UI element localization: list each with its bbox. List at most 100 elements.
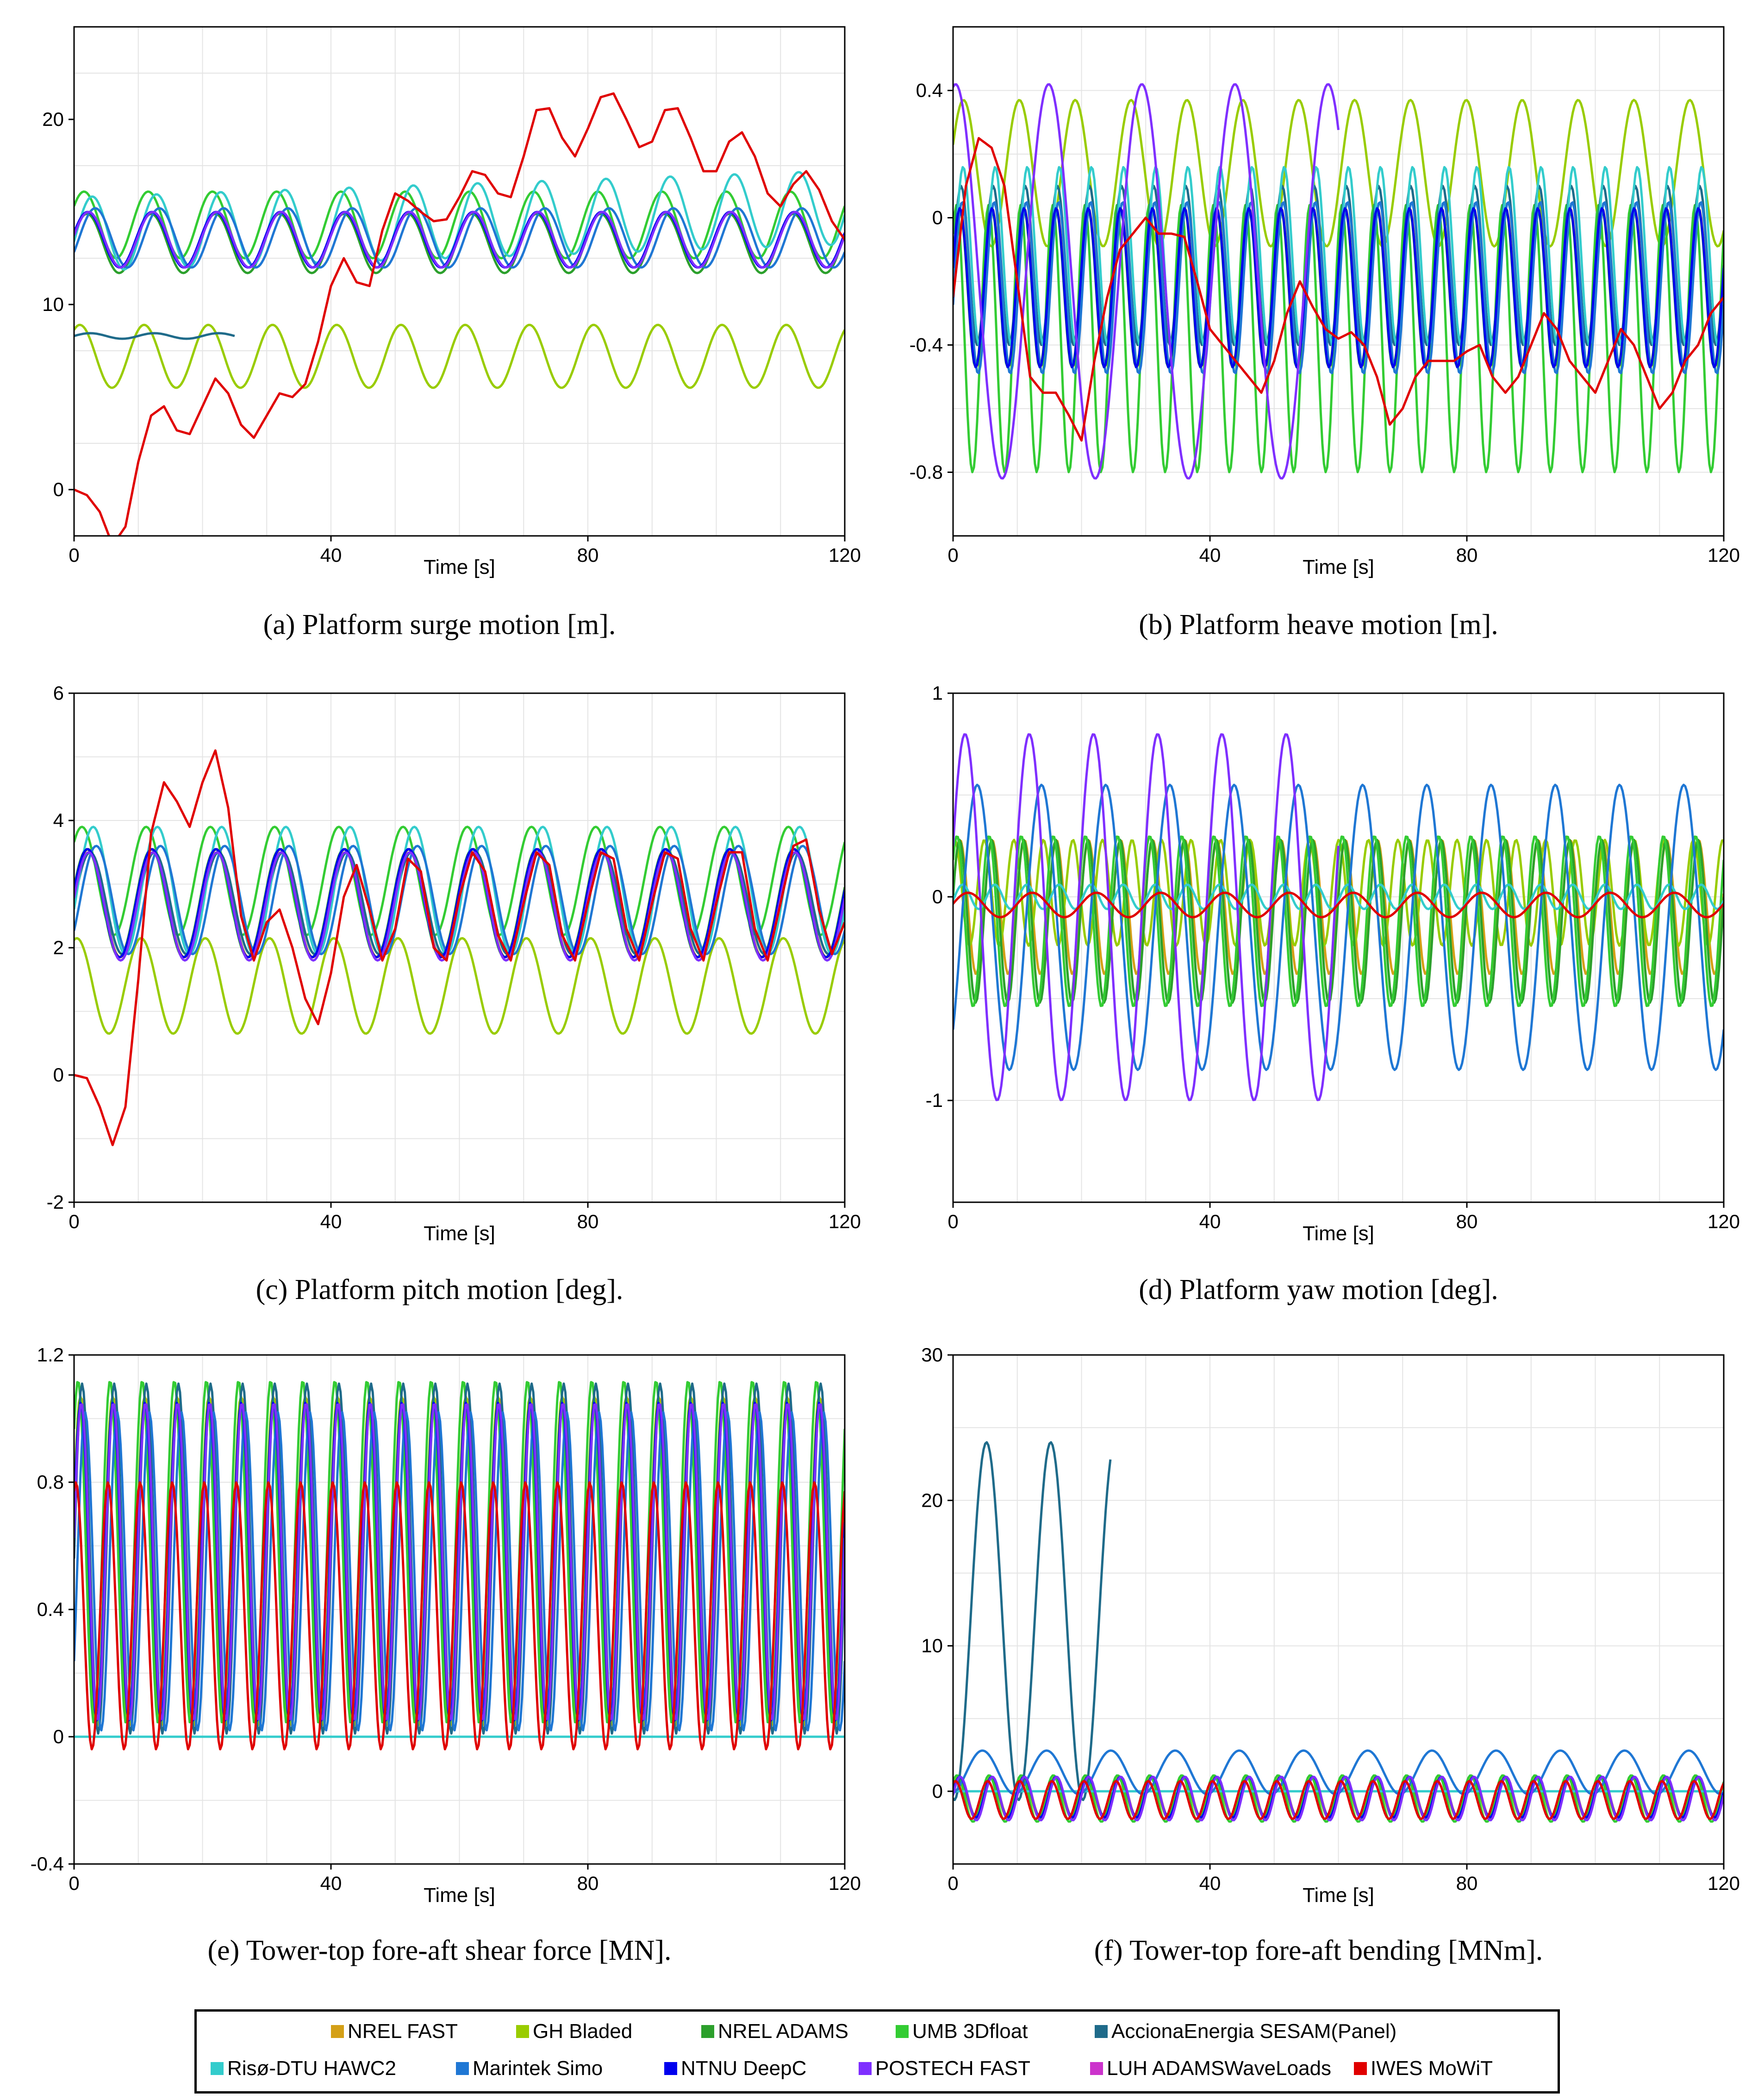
series-group <box>953 1441 1724 1823</box>
plot-frame <box>952 692 1725 1203</box>
plot-frame <box>73 26 846 537</box>
series-line <box>74 937 845 1035</box>
x-tick-label: 120 <box>829 544 861 566</box>
series-line <box>74 332 235 340</box>
series-line <box>74 826 845 936</box>
series-line <box>953 137 1724 442</box>
panel-shear: 0 40 80 120 -0.4 0 0.4 0.8 1.2 Time [s] <box>0 1328 879 1985</box>
series-line <box>953 99 1724 248</box>
x-tick-label: 80 <box>1456 544 1478 566</box>
series-line <box>74 211 845 269</box>
panel-yaw: 0 40 80 120 -1 0 1 Time [s] <box>879 666 1758 1323</box>
y-tick-label: 6 <box>53 682 64 704</box>
series-line <box>74 92 845 536</box>
x-tick-label: 40 <box>320 1211 342 1232</box>
y-tick-label: 0.8 <box>37 1471 64 1493</box>
chart-svg: 0 40 80 120 0 10 20 30 Time [s] <box>921 1344 1740 1907</box>
series-line <box>953 1776 1724 1821</box>
legend-label: UMB 3Dfloat <box>912 2020 1028 2043</box>
y-tick-label: 1.2 <box>37 1344 64 1366</box>
x-tick-label: 120 <box>1708 1211 1740 1232</box>
x-tick-label: 80 <box>577 544 599 566</box>
panel-bending: 0 40 80 120 0 10 20 30 Time [s] <box>879 1328 1758 1985</box>
legend-label: POSTECH FAST <box>875 2057 1030 2080</box>
series-line <box>74 323 845 389</box>
series-line <box>953 883 1724 910</box>
gridlines <box>74 27 845 536</box>
y-tick-label: 1 <box>932 682 943 704</box>
x-tick-label: 40 <box>1199 1211 1221 1232</box>
legend-label: NREL ADAMS <box>718 2020 849 2043</box>
x-tick-label: 120 <box>829 1872 861 1894</box>
legend-item: AccionaEnergia SESAM(Panel) <box>1095 2020 1396 2043</box>
series-line <box>74 1403 845 1721</box>
plot-frame <box>952 1354 1725 1865</box>
y-tick-label: -2 <box>47 1191 64 1213</box>
legend-item: GH Bladed <box>516 2020 632 2043</box>
legend-item: UMB 3Dfloat <box>896 2020 1028 2043</box>
y-tick-label: 0.4 <box>916 80 943 101</box>
x-tick-label: 80 <box>1456 1872 1478 1894</box>
series-line <box>74 848 845 958</box>
series-group <box>953 83 1724 480</box>
x-axis-label: Time [s] <box>1303 1222 1374 1245</box>
x-tick-label: 0 <box>948 1872 958 1894</box>
series-line <box>74 190 845 260</box>
x-tick-label: 80 <box>577 1872 599 1894</box>
y-tick-label: 4 <box>53 809 64 831</box>
legend-item: NTNU DeepC <box>664 2057 806 2080</box>
x-tick-label: 0 <box>69 1872 79 1894</box>
y-tick-label: 20 <box>42 108 64 130</box>
series-line <box>74 1381 845 1724</box>
legend-item: NREL FAST <box>331 2020 458 2043</box>
y-tick-label: 0 <box>932 886 943 907</box>
caption-bending: (f) Tower-top fore-aft bending [MNm]. <box>1094 1935 1543 1966</box>
series-line <box>74 207 845 269</box>
series-line <box>953 201 1724 374</box>
series-line <box>74 1481 845 1751</box>
y-tick-label: 20 <box>921 1489 943 1511</box>
legend-label: IWES MoWiT <box>1371 2057 1493 2080</box>
x-axis-label: Time [s] <box>424 1884 495 1907</box>
y-tick-label: -0.4 <box>910 334 943 356</box>
x-tick-label: 80 <box>1456 1211 1478 1232</box>
legend-label: AccionaEnergia SESAM(Panel) <box>1111 2020 1397 2043</box>
series-line <box>953 1441 1112 1802</box>
series-line <box>953 733 1340 1101</box>
series-line <box>74 1411 845 1732</box>
legend: NREL FAST GH Bladed NREL ADAMS UMB 3Dflo… <box>194 2009 1560 2094</box>
x-tick-label: 40 <box>1199 1872 1221 1894</box>
x-axis-label: Time [s] <box>424 1222 495 1245</box>
y-tick-label: -1 <box>926 1089 943 1111</box>
legend-swatch <box>211 2062 224 2075</box>
y-tick-label: 0 <box>53 478 64 500</box>
series-line <box>953 891 1724 919</box>
series-group <box>74 749 845 1146</box>
y-tick-label: 0 <box>932 207 943 229</box>
caption-heave: (b) Platform heave motion [m]. <box>1139 609 1498 640</box>
y-tick-label: -0.8 <box>910 461 943 483</box>
legend-item: IWES MoWiT <box>1354 2057 1493 2080</box>
plot-frame <box>952 26 1725 537</box>
legend-item: NREL ADAMS <box>701 2020 848 2043</box>
panel-heave: 0 40 80 120 -0.8 -0.4 0 0.4 Time [s] <box>879 0 1758 657</box>
series-line <box>953 204 1724 473</box>
x-tick-label: 0 <box>948 1211 958 1232</box>
x-axis-label: Time [s] <box>424 556 495 578</box>
x-tick-label: 0 <box>948 544 958 566</box>
x-axis-label: Time [s] <box>1303 556 1374 578</box>
legend-swatch <box>896 2025 909 2038</box>
legend-label: NTNU DeepC <box>681 2057 807 2080</box>
x-tick-label: 80 <box>577 1211 599 1232</box>
series-line <box>953 207 1724 368</box>
series-group <box>953 733 1724 1101</box>
caption-yaw: (d) Platform yaw motion [deg]. <box>1139 1274 1498 1305</box>
x-tick-label: 0 <box>69 1211 79 1232</box>
x-tick-label: 120 <box>1708 1872 1740 1894</box>
series-line <box>74 845 845 956</box>
legend-swatch <box>331 2025 344 2038</box>
series-group <box>74 92 845 536</box>
caption-surge: (a) Platform surge motion [m]. <box>263 609 616 640</box>
series-line <box>953 1780 1724 1820</box>
legend-swatch <box>456 2062 469 2075</box>
